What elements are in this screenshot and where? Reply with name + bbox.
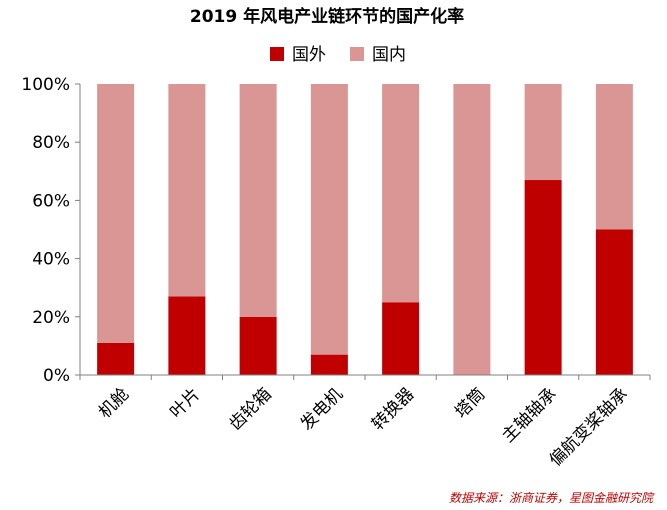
x-tick-label: 叶片 <box>166 384 204 422</box>
y-axis: 0% 20% 40% 60% 80% 100% <box>21 75 81 386</box>
legend: 国外 国内 <box>270 45 406 65</box>
bar-domestic-4 <box>382 84 420 303</box>
bar-foreign-3 <box>310 354 348 375</box>
bar-domestic-0 <box>97 84 135 343</box>
bar-domestic-3 <box>310 84 348 355</box>
y-tick-label: 40% <box>32 250 70 270</box>
legend-swatch-0 <box>270 47 284 61</box>
y-tick-label: 80% <box>32 133 70 153</box>
x-tick-label: 主轴轴承 <box>498 384 560 446</box>
x-tick-label: 齿轮箱 <box>225 384 275 434</box>
chart-title: 2019 年风电产业链环节的国产化率 <box>190 6 464 27</box>
source-note: 数据来源：浙商证券，星图金融研究院 <box>449 491 655 505</box>
bar-foreign-1 <box>168 296 206 375</box>
x-tick-label: 发电机 <box>297 384 347 434</box>
bar-domestic-1 <box>168 84 206 297</box>
bar-domestic-6 <box>524 84 562 181</box>
bar-foreign-7 <box>595 229 633 375</box>
bar-foreign-6 <box>524 180 562 375</box>
legend-label-0: 国外 <box>292 45 326 65</box>
bar-domestic-2 <box>239 84 277 317</box>
y-tick-label: 60% <box>32 191 70 211</box>
y-tick-label: 0% <box>43 366 70 386</box>
bar-foreign-0 <box>97 342 135 375</box>
x-tick-label: 转换器 <box>368 384 418 434</box>
bar-domestic-7 <box>595 84 633 230</box>
x-tick-label: 塔筒 <box>451 384 489 422</box>
y-tick-label: 20% <box>32 308 70 328</box>
x-tick-label: 机舱 <box>95 384 133 422</box>
legend-swatch-1 <box>350 47 364 61</box>
bar-foreign-4 <box>382 302 420 375</box>
legend-label-1: 国内 <box>372 45 406 65</box>
bars <box>97 84 633 375</box>
bar-domestic-5 <box>453 84 491 375</box>
bar-foreign-2 <box>239 316 277 375</box>
y-tick-label: 100% <box>21 75 70 95</box>
